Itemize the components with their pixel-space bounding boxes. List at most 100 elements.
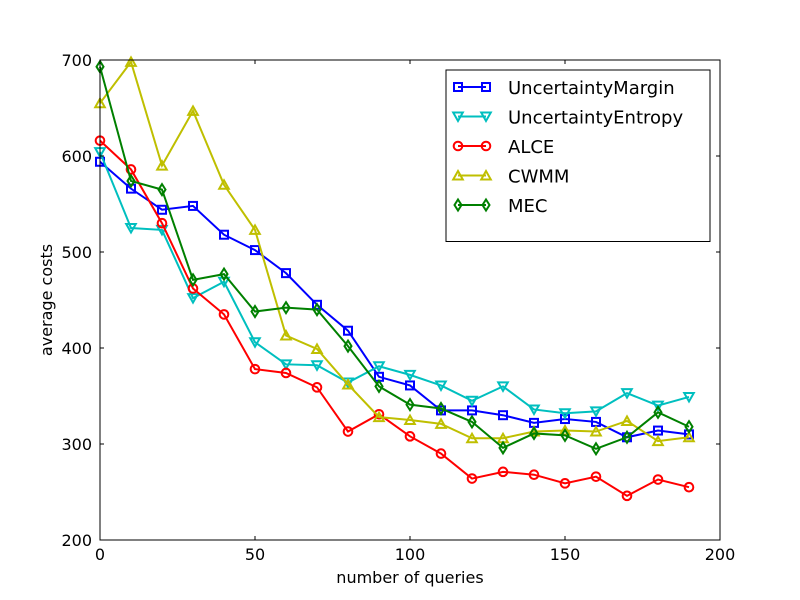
legend-box — [445, 69, 711, 242]
data-point — [342, 426, 354, 437]
data-point — [403, 413, 417, 425]
legend-marker — [451, 111, 465, 124]
axis-ticks: 0 50 100 150 200 200 300 400 500 600 700 — [61, 51, 735, 564]
y-tick-label: 200 — [61, 531, 92, 550]
legend-label: CWMM — [508, 167, 569, 188]
y-tick-label: 500 — [61, 243, 92, 262]
data-point — [560, 414, 570, 425]
data-point — [157, 182, 167, 197]
data-point — [434, 417, 448, 429]
legend-marker — [453, 82, 463, 92]
plot-area — [93, 55, 696, 502]
data-point — [374, 379, 384, 394]
data-point — [403, 369, 417, 382]
data-point — [310, 360, 324, 372]
data-point — [434, 380, 448, 392]
data-point — [590, 471, 602, 482]
data-point — [405, 397, 415, 413]
legend-entry: UncertaintyMargin — [453, 78, 675, 99]
data-point — [528, 469, 540, 481]
data-point — [559, 478, 571, 489]
x-axis-label: number of queries — [336, 568, 483, 587]
data-point — [465, 395, 479, 408]
data-point — [157, 204, 167, 215]
legend-marker — [479, 111, 493, 124]
data-point — [156, 217, 168, 229]
legend-marker — [452, 140, 464, 152]
data-point — [620, 388, 634, 400]
data-point — [372, 361, 386, 373]
data-point — [405, 380, 415, 391]
x-tick-label: 150 — [550, 545, 581, 564]
data-point — [217, 178, 231, 190]
data-point — [219, 266, 229, 282]
data-point — [124, 223, 138, 235]
data-point — [188, 272, 198, 288]
data-point — [279, 328, 293, 341]
data-point — [529, 426, 539, 441]
legend-entry: MEC — [453, 196, 547, 217]
x-tick-label: 50 — [245, 545, 265, 564]
legend-label: UncertaintyEntropy — [508, 108, 683, 129]
legend-marker — [481, 197, 491, 213]
data-point — [651, 434, 665, 447]
data-point — [591, 441, 601, 457]
data-point — [404, 431, 416, 442]
data-point — [312, 302, 322, 317]
data-point — [250, 304, 260, 319]
legend-marker — [481, 82, 491, 92]
data-point — [496, 381, 510, 393]
data-point — [652, 474, 664, 485]
data-point — [682, 430, 696, 443]
y-axis-label: average costs — [37, 244, 56, 356]
x-tick-label: 200 — [705, 545, 736, 564]
data-point — [281, 300, 291, 316]
y-tick-label: 600 — [61, 147, 92, 166]
data-point — [343, 325, 353, 336]
data-point — [560, 427, 570, 443]
legend-label: MEC — [508, 196, 547, 217]
data-point — [248, 223, 262, 235]
x-tick-label: 100 — [395, 545, 426, 564]
data-point — [155, 159, 169, 171]
data-point — [281, 268, 291, 279]
data-point — [436, 401, 446, 416]
data-point — [622, 429, 632, 445]
legend-label: UncertaintyMargin — [508, 78, 675, 99]
data-point — [341, 377, 355, 390]
data-point — [498, 410, 508, 421]
data-point — [466, 473, 478, 484]
data-point — [343, 338, 353, 354]
data-point — [653, 425, 663, 436]
data-point — [621, 490, 633, 502]
data-point — [186, 104, 200, 116]
data-point — [653, 404, 663, 420]
series-UncertaintyEntropy — [93, 147, 696, 420]
legend: UncertaintyMargin UncertaintyEntropy ALCE C… — [445, 69, 711, 242]
legend-entry: UncertaintyEntropy — [451, 108, 683, 129]
data-point — [219, 229, 229, 240]
legend-marker — [453, 197, 463, 213]
data-point — [498, 440, 508, 456]
data-point — [558, 408, 572, 420]
data-point — [188, 200, 198, 211]
series-line — [99, 66, 690, 450]
data-point — [218, 309, 230, 320]
legend-marker — [480, 140, 492, 152]
y-tick-label: 700 — [61, 51, 92, 70]
data-point — [311, 382, 323, 393]
series-line — [99, 59, 690, 443]
data-point — [467, 414, 477, 430]
data-point — [651, 400, 665, 413]
legend-marker — [451, 168, 465, 181]
data-point — [124, 55, 138, 67]
legend-label: ALCE — [508, 137, 554, 158]
series-line — [99, 161, 690, 439]
data-point — [249, 363, 261, 375]
series-ALCE — [94, 135, 695, 502]
data-point — [589, 406, 603, 418]
data-point — [373, 408, 385, 420]
data-point — [372, 410, 386, 423]
legend-marker — [479, 168, 493, 181]
